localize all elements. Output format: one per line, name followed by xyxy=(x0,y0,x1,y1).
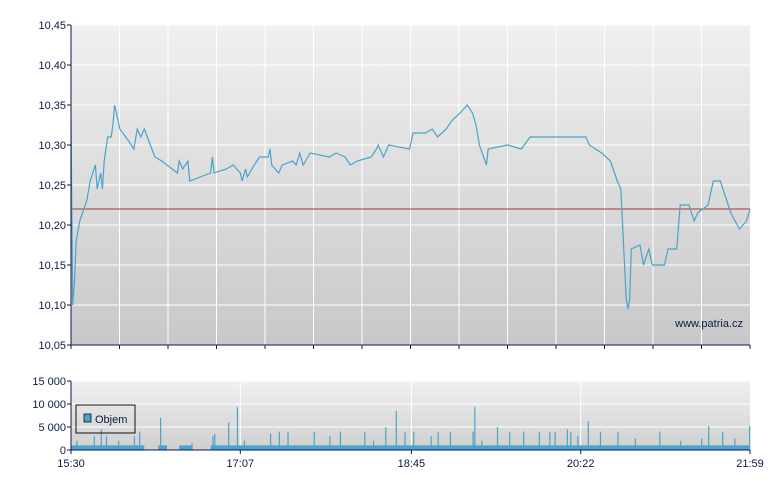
volume-bar xyxy=(236,407,239,450)
x-tick-label: 15:30 xyxy=(57,458,85,470)
price-line xyxy=(70,104,751,310)
y-tick-label: 10,35 xyxy=(38,100,66,112)
volume-bar xyxy=(680,440,682,450)
volume-bar xyxy=(496,427,499,450)
volume-bar xyxy=(749,426,751,450)
volume-bar xyxy=(372,440,375,450)
volume-bar xyxy=(278,431,280,450)
volume-baseline-bar xyxy=(210,445,750,450)
y-tick-label: 10,45 xyxy=(38,20,66,32)
volume-bar xyxy=(659,431,661,450)
volume-grid xyxy=(71,380,750,450)
volume-bar xyxy=(364,431,366,450)
volume-bar xyxy=(339,431,342,450)
price-x-ticks xyxy=(70,345,751,349)
volume-bar xyxy=(481,440,483,450)
volume-bar xyxy=(437,431,439,450)
volume-bar xyxy=(472,431,474,450)
volume-y-axis: 0 5 000 10 000 15 000 xyxy=(32,376,71,457)
volume-bar xyxy=(139,431,141,450)
x-tick-label: 18:45 xyxy=(398,458,426,470)
volume-bar xyxy=(329,436,331,450)
legend-box xyxy=(75,404,136,434)
volume-x-axis: 15:30 17:07 18:45 20:22 21:59 xyxy=(57,450,764,470)
y-tick-label: 10,25 xyxy=(38,180,66,192)
volume-bar xyxy=(577,436,579,450)
volume-bar xyxy=(549,431,551,450)
volume-bar xyxy=(701,438,703,450)
y-tick-label: 10,05 xyxy=(38,340,66,352)
y-tick-label: 10 000 xyxy=(32,399,66,411)
volume-baseline-bar xyxy=(158,445,168,450)
volume-bar xyxy=(599,431,602,450)
y-tick-label: 5 000 xyxy=(38,422,66,434)
y-tick-label: 10,30 xyxy=(38,140,66,152)
volume-baseline-bar xyxy=(179,445,192,450)
volume-bar xyxy=(133,436,136,450)
volume-bar xyxy=(76,440,78,450)
volume-bar xyxy=(287,431,289,450)
volume-bar xyxy=(449,431,451,450)
volume-bar xyxy=(160,417,162,450)
volume-bar xyxy=(430,436,432,450)
x-tick-label: 21:59 xyxy=(736,458,764,470)
volume-bar xyxy=(587,421,589,450)
volume-bar xyxy=(313,431,315,450)
volume-bars xyxy=(71,407,751,450)
price-y-axis: 10,05 10,10 10,15 10,20 10,25 10,30 10,35 10,40… xyxy=(38,20,71,352)
volume-bar xyxy=(509,431,511,450)
y-tick-label: 15 000 xyxy=(32,376,66,388)
volume-bar xyxy=(385,427,387,450)
volume-baseline-bar xyxy=(71,445,145,450)
volume-bar xyxy=(523,431,525,450)
volume-bar xyxy=(191,443,193,450)
y-tick-label: 10,20 xyxy=(38,220,66,232)
volume-plot-area xyxy=(71,381,750,450)
y-tick-label: 0 xyxy=(60,445,66,457)
volume-bar xyxy=(554,431,556,450)
volume-bar xyxy=(413,431,415,450)
volume-bar xyxy=(118,440,120,450)
y-tick-label: 10,15 xyxy=(38,260,66,272)
volume-bar xyxy=(243,440,246,450)
y-tick-label: 10,10 xyxy=(38,300,66,312)
volume-bar xyxy=(566,429,568,450)
volume-bar xyxy=(708,426,710,450)
volume-bar xyxy=(212,436,214,450)
watermark: www.patria.cz xyxy=(674,318,743,330)
x-tick-label: 20:22 xyxy=(567,458,595,470)
volume-bar xyxy=(538,431,540,450)
volume-bar xyxy=(105,436,108,450)
legend-label: Objem xyxy=(95,414,127,426)
volume-bar xyxy=(404,431,406,450)
volume-bar xyxy=(570,431,572,450)
volume-bar xyxy=(474,407,476,450)
volume-bar xyxy=(722,431,724,450)
volume-bar xyxy=(214,433,216,450)
volume-bar xyxy=(617,431,619,450)
legend: Objem xyxy=(75,404,136,434)
volume-bar xyxy=(269,433,272,450)
legend-swatch xyxy=(83,413,92,423)
volume-bar xyxy=(228,422,230,450)
volume-bar xyxy=(734,438,736,450)
volume-bar xyxy=(93,436,95,450)
volume-bar xyxy=(634,438,636,450)
y-tick-label: 10,40 xyxy=(38,60,66,72)
x-tick-label: 17:07 xyxy=(227,458,255,470)
price-grid xyxy=(71,24,750,345)
volume-bar xyxy=(395,410,397,450)
volume-bar xyxy=(100,429,102,450)
